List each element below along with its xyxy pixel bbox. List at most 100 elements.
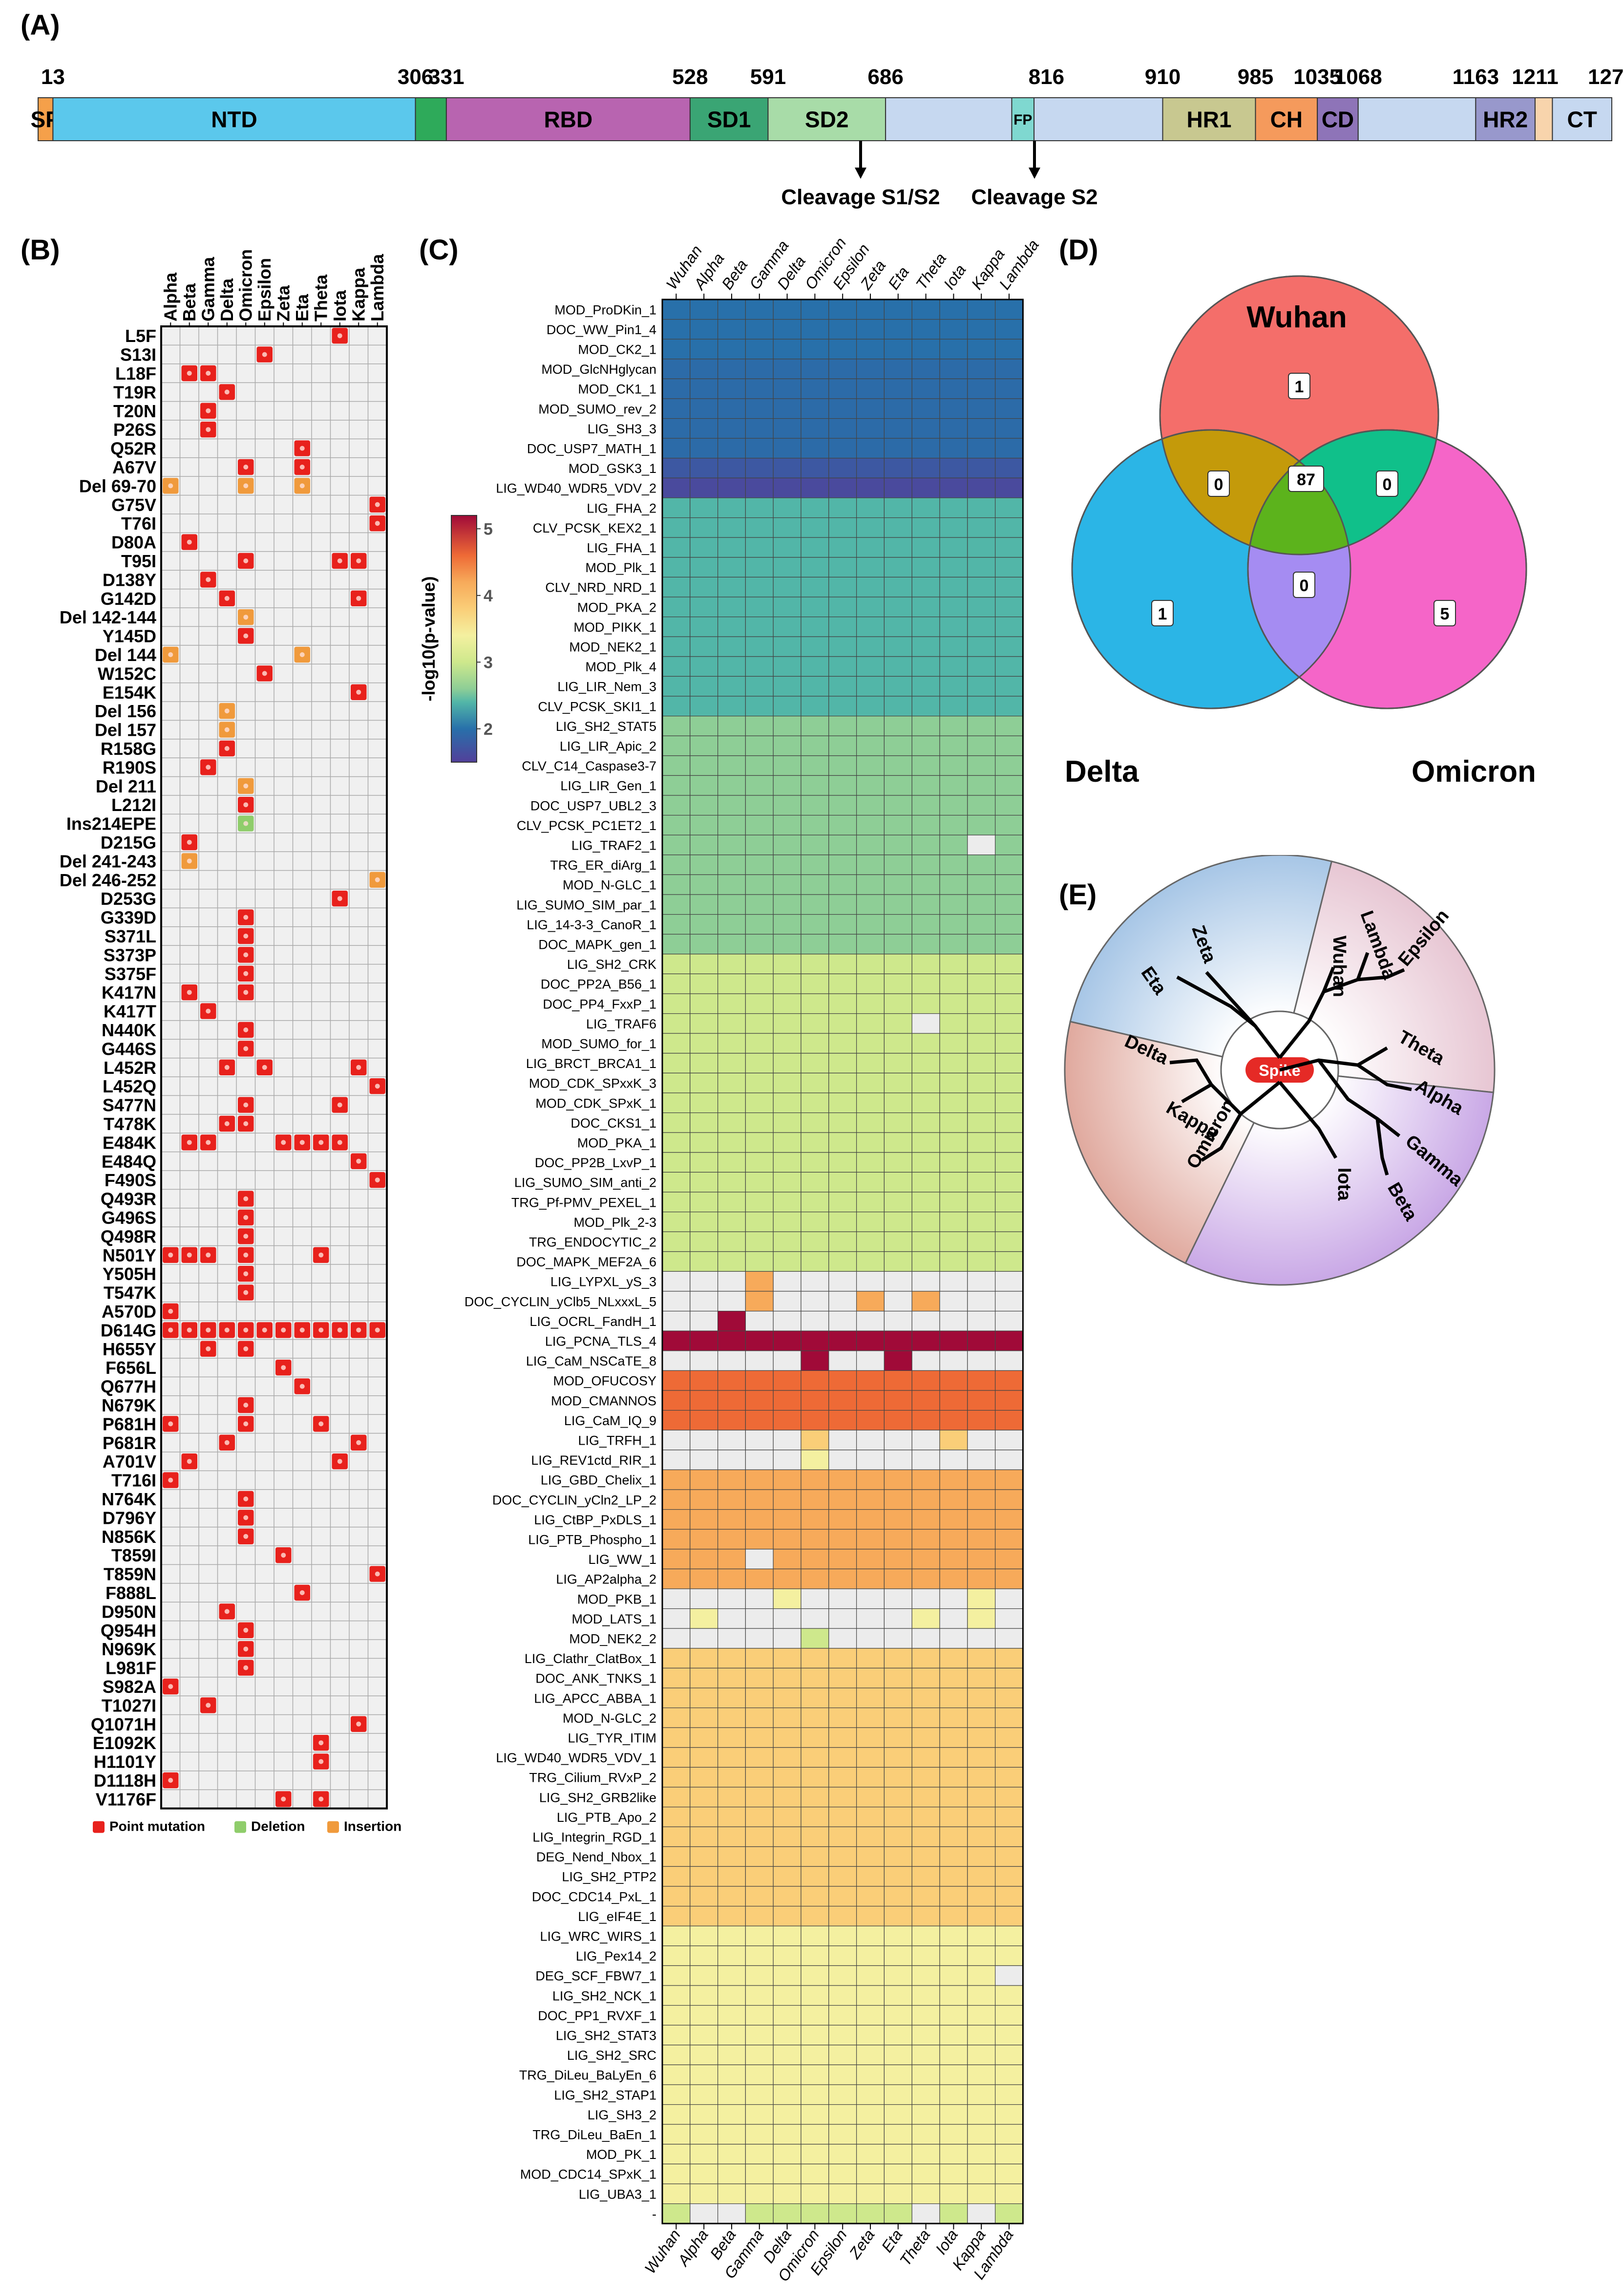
motif-cell: [773, 438, 801, 459]
motif-cell: [939, 2045, 968, 2066]
tree-branch: [1317, 1059, 1401, 1137]
motif-cell: [939, 636, 968, 657]
cell-highlight: [224, 708, 230, 714]
motif-cell: [717, 636, 746, 657]
motif-cell: [939, 1469, 968, 1490]
motif-cell: [773, 477, 801, 498]
motif-cell: [662, 378, 691, 399]
mutation-label: Y505H: [103, 1264, 156, 1284]
motif-cell: [911, 537, 940, 558]
motif-cell: [967, 2124, 996, 2145]
motif-cell: [662, 2183, 691, 2204]
mutation-label: T1027I: [102, 1695, 156, 1715]
motif-cell: [801, 438, 829, 459]
motif-cell: [994, 319, 1023, 340]
colorbar-tick-label: 5: [484, 520, 493, 538]
motif-cell: [828, 458, 857, 478]
motif-cell: [662, 497, 691, 518]
motif-cell: [994, 993, 1023, 1014]
cell-highlight: [243, 1346, 249, 1351]
motif-cell: [773, 1925, 801, 1946]
motif-cell: [662, 814, 691, 835]
motif-cell: [884, 1509, 912, 1530]
motif-cell: [690, 299, 718, 320]
motif-cell: [911, 458, 940, 478]
motif-cell: [717, 616, 746, 637]
motif-cell: [662, 2064, 691, 2085]
motif-cell: [856, 993, 885, 1014]
motif-cell: [828, 814, 857, 835]
motif-cell: [884, 1112, 912, 1133]
motif-cell: [911, 1667, 940, 1688]
motif-label: MOD_PIKK_1: [573, 620, 656, 635]
mutation-label: Del 144: [95, 645, 156, 665]
motif-cell: [745, 616, 774, 637]
motif-cell: [939, 2183, 968, 2204]
motif-cell: [994, 676, 1023, 697]
motif-cell: [967, 1311, 996, 1331]
motif-cell: [856, 2183, 885, 2204]
motif-cell: [884, 1469, 912, 1490]
motif-cell: [662, 2144, 691, 2165]
motif-cell: [828, 993, 857, 1014]
motif-cell: [662, 616, 691, 637]
cell-highlight: [299, 1384, 305, 1389]
motif-cell: [994, 874, 1023, 895]
motif-cell: [745, 1152, 774, 1173]
motif-cell: [773, 319, 801, 340]
motif-cell: [911, 1747, 940, 1768]
motif-label: LIG_SH2_STAP1: [554, 2088, 656, 2102]
motif-cell: [967, 1787, 996, 1808]
motif-cell: [994, 954, 1023, 975]
motif-cell: [939, 1906, 968, 1926]
motif-cell: [717, 477, 746, 498]
motif-cell: [884, 557, 912, 577]
motif-cell: [884, 676, 912, 697]
motif-cell: [939, 1628, 968, 1649]
motif-cell: [717, 339, 746, 360]
cell-highlight: [375, 877, 380, 882]
motif-cell: [717, 1628, 746, 1649]
motif-cell: [773, 1608, 801, 1629]
motif-cell: [773, 1231, 801, 1252]
motif-cell: [717, 1866, 746, 1887]
motif-cell: [856, 2084, 885, 2105]
mutation-label: A701V: [103, 1452, 156, 1472]
motif-cell: [828, 1807, 857, 1827]
motif-cell: [717, 537, 746, 558]
motif-label: LIG_Clathr_ClatBox_1: [525, 1651, 656, 1666]
motif-cell: [717, 1549, 746, 1570]
motif-cell: [856, 557, 885, 577]
motif-cell: [884, 1846, 912, 1867]
motif-cell: [856, 973, 885, 994]
motif-cell: [939, 656, 968, 677]
motif-cell: [745, 2183, 774, 2204]
motif-cell: [662, 2045, 691, 2066]
motif-cell: [717, 934, 746, 955]
motif-cell: [939, 1231, 968, 1252]
motif-cell: [745, 319, 774, 340]
motif-cell: [690, 1925, 718, 1946]
motif-cell: [717, 2124, 746, 2145]
motif-cell: [911, 378, 940, 399]
motif-cell: [856, 1767, 885, 1788]
motif-cell: [911, 477, 940, 498]
motif-cell: [911, 715, 940, 736]
motif-cell: [801, 1053, 829, 1074]
motif-cell: [911, 755, 940, 776]
motif-cell: [745, 834, 774, 855]
cell-highlight: [243, 1196, 249, 1201]
motif-cell: [994, 537, 1023, 558]
cell-highlight: [243, 615, 249, 620]
motif-cell: [994, 1390, 1023, 1411]
motif-cell: [828, 1450, 857, 1471]
motif-cell: [773, 1727, 801, 1748]
motif-cell: [773, 656, 801, 677]
mutation-label: D138Y: [103, 570, 156, 590]
motif-cell: [939, 1866, 968, 1887]
motif-cell: [690, 1033, 718, 1054]
motif-cell: [884, 1925, 912, 1946]
mutation-label: Q52R: [110, 439, 156, 459]
motif-cell: [939, 458, 968, 478]
motif-cell: [884, 954, 912, 975]
